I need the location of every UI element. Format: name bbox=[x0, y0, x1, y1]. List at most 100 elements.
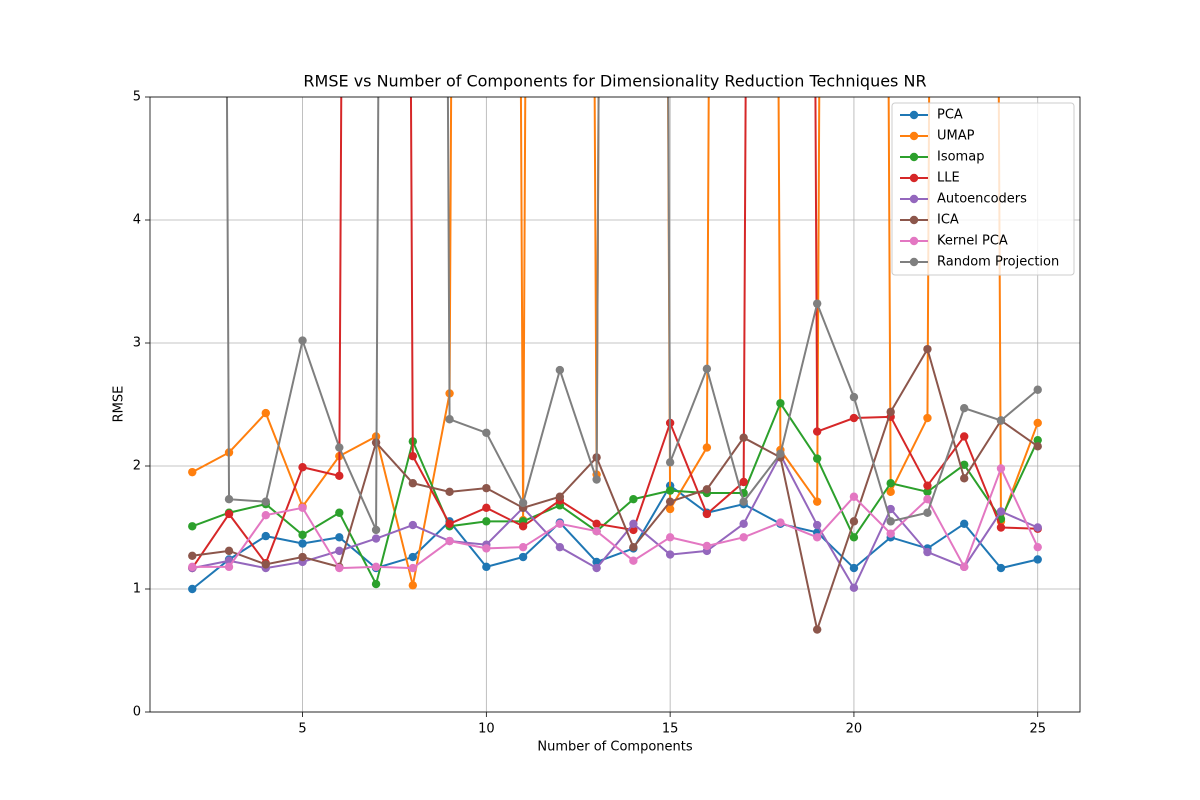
point bbox=[482, 483, 491, 493]
series-line bbox=[191, 97, 1038, 569]
point bbox=[960, 460, 969, 469]
legend-label: Autoencoders bbox=[937, 192, 1027, 207]
point bbox=[886, 407, 895, 417]
point bbox=[923, 481, 932, 490]
legend-label: Kernel PCA bbox=[937, 234, 1008, 249]
point bbox=[960, 519, 969, 529]
x-tick-label: 20 bbox=[846, 722, 863, 737]
series-line bbox=[191, 401, 1039, 587]
point bbox=[555, 365, 565, 375]
point bbox=[849, 533, 859, 542]
point bbox=[886, 529, 895, 538]
point bbox=[702, 364, 712, 374]
point bbox=[592, 563, 601, 573]
point bbox=[445, 536, 454, 546]
legend-marker bbox=[909, 131, 919, 141]
point bbox=[335, 546, 344, 556]
point bbox=[923, 413, 932, 423]
point bbox=[518, 552, 528, 562]
point bbox=[739, 533, 748, 542]
point bbox=[1033, 435, 1042, 445]
point bbox=[555, 519, 565, 529]
point bbox=[996, 563, 1006, 573]
point bbox=[335, 443, 344, 452]
point bbox=[188, 522, 197, 531]
point bbox=[555, 492, 565, 501]
y-tick-label: 5 bbox=[133, 90, 141, 105]
point bbox=[261, 531, 270, 541]
point bbox=[224, 509, 234, 519]
y-tick-label: 0 bbox=[133, 705, 141, 720]
point bbox=[518, 522, 528, 531]
point bbox=[371, 534, 381, 543]
point bbox=[923, 487, 932, 497]
point bbox=[1033, 418, 1042, 428]
plot-frame bbox=[149, 96, 1081, 713]
point bbox=[739, 519, 748, 529]
legend-label: PCA bbox=[937, 108, 963, 123]
point bbox=[665, 486, 675, 495]
point bbox=[482, 503, 491, 513]
point bbox=[1033, 555, 1042, 564]
point bbox=[1033, 523, 1042, 532]
point bbox=[739, 497, 748, 506]
point bbox=[812, 533, 822, 542]
point bbox=[665, 504, 675, 514]
point bbox=[1033, 385, 1042, 394]
point bbox=[629, 542, 638, 552]
point bbox=[408, 520, 418, 530]
point bbox=[335, 563, 344, 573]
legend-marker bbox=[909, 173, 919, 183]
point bbox=[408, 563, 418, 573]
point bbox=[445, 415, 454, 424]
series-line bbox=[192, 452, 1039, 590]
point bbox=[996, 507, 1006, 516]
legend-marker bbox=[909, 236, 919, 246]
point bbox=[408, 479, 418, 488]
point bbox=[518, 542, 528, 552]
point bbox=[592, 526, 601, 536]
series-line bbox=[191, 97, 1039, 586]
point bbox=[996, 416, 1006, 425]
point bbox=[408, 552, 418, 562]
point bbox=[812, 625, 822, 634]
point bbox=[923, 547, 932, 557]
x-tick-label: 5 bbox=[298, 722, 306, 737]
legend-label: LLE bbox=[937, 171, 960, 186]
legend-label: ICA bbox=[937, 213, 959, 228]
point bbox=[849, 392, 859, 402]
point bbox=[702, 541, 712, 551]
x-axis-label: Number of Components bbox=[537, 740, 692, 755]
legend-marker bbox=[909, 110, 919, 120]
point bbox=[886, 517, 895, 526]
legend-marker bbox=[909, 215, 919, 225]
point bbox=[629, 519, 638, 529]
point bbox=[335, 508, 344, 517]
point bbox=[298, 539, 307, 548]
point bbox=[923, 495, 932, 504]
y-axis-label: RMSE bbox=[112, 386, 127, 423]
legend-label: Isomap bbox=[937, 150, 984, 165]
point bbox=[335, 471, 344, 481]
y-tick-label: 1 bbox=[133, 582, 141, 597]
point bbox=[555, 542, 565, 552]
legend-label: Random Projection bbox=[937, 255, 1059, 270]
point bbox=[665, 533, 675, 542]
y-tick-label: 3 bbox=[133, 336, 141, 351]
point bbox=[665, 497, 675, 506]
legend-marker bbox=[909, 152, 919, 162]
point bbox=[188, 562, 197, 572]
point bbox=[812, 454, 822, 463]
point bbox=[298, 336, 307, 345]
point bbox=[849, 517, 859, 526]
series-line bbox=[191, 484, 1038, 590]
point bbox=[702, 443, 712, 452]
point bbox=[960, 403, 969, 413]
point bbox=[445, 519, 454, 529]
legend-marker bbox=[909, 194, 919, 204]
point bbox=[739, 433, 748, 442]
point bbox=[849, 583, 859, 592]
point bbox=[298, 552, 307, 562]
series-line bbox=[192, 465, 1039, 570]
